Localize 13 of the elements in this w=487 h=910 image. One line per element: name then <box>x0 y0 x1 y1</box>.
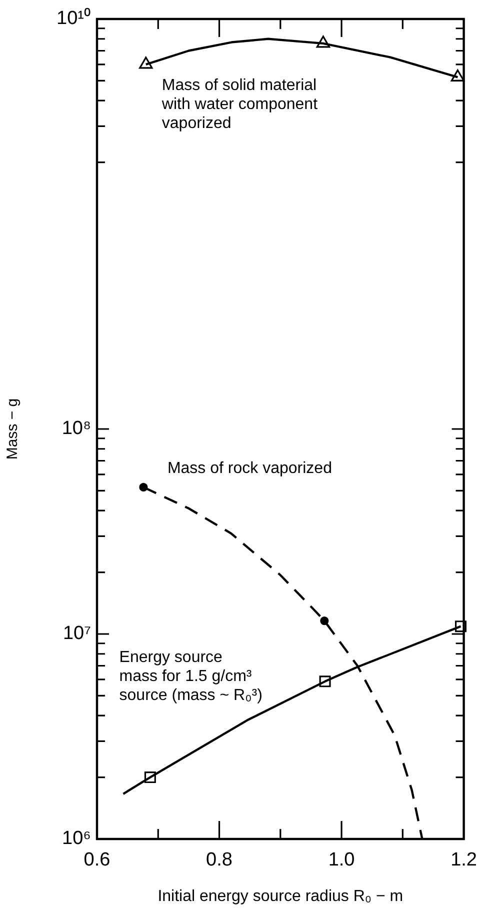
x-tick-label: 1.0 <box>328 850 355 871</box>
x-axis-title: Initial energy source radius R₀ − m <box>158 888 404 905</box>
series-label: Energy source mass for 1.5 g/cm³ source (mass ~ R₀³) <box>119 648 262 705</box>
x-tick-label: 1.2 <box>450 850 478 871</box>
y-tick-label: 10¹⁰ <box>56 7 91 30</box>
series-label: Mass of solid material with water component vaporized <box>162 76 318 134</box>
y-tick-label: 10⁷ <box>62 623 92 644</box>
y-tick-label: 10⁸ <box>62 418 91 440</box>
x-tick-label: 0.6 <box>84 850 110 871</box>
y-tick-label: 10⁶ <box>62 828 91 850</box>
y-axis-title: Mass − g <box>4 398 22 460</box>
series-label: Mass of rock vaporized <box>167 459 332 478</box>
x-tick-label: 0.8 <box>206 850 232 871</box>
